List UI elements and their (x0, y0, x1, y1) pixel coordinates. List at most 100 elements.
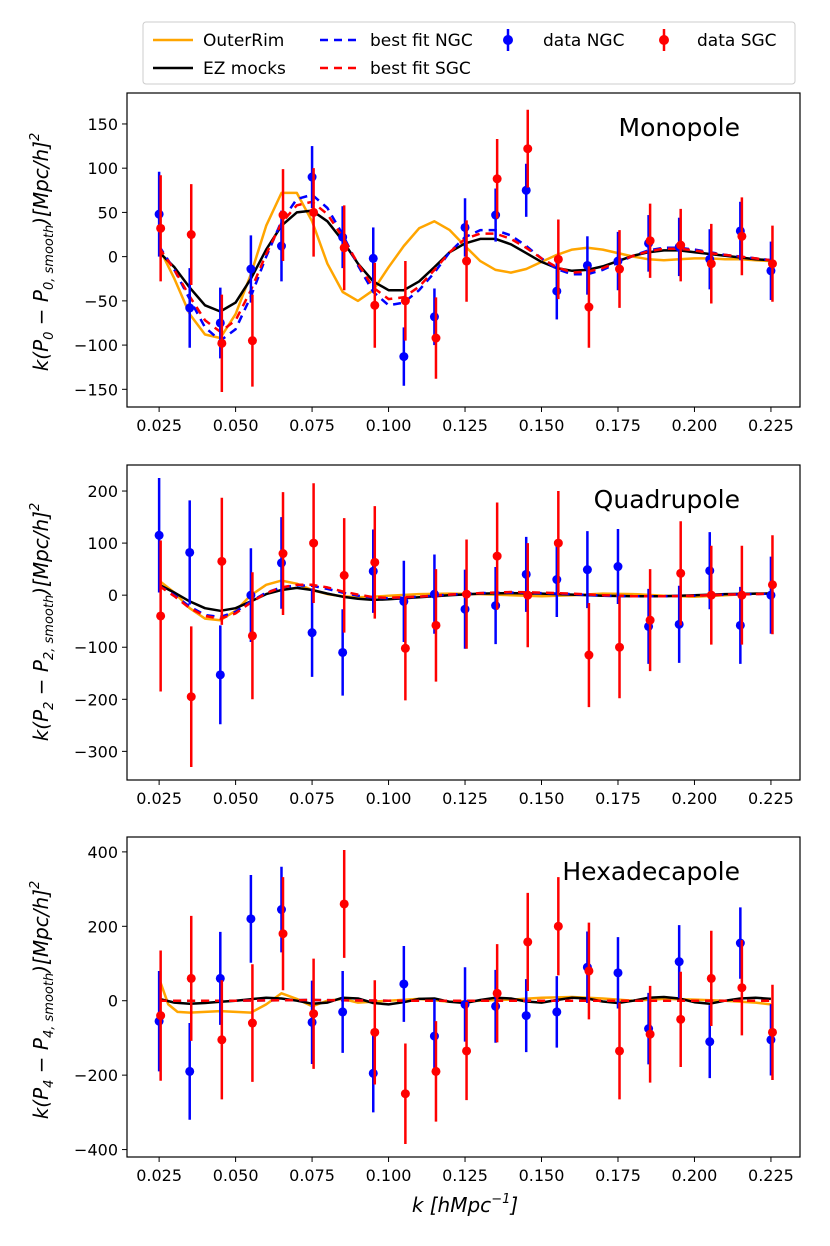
hexadecapole-sgc-point (615, 1046, 625, 1056)
quadrupole-ytick-label: 100 (87, 534, 118, 553)
quadrupole-ylabel: k(P2 − P2, smooth)[Mpc/h]2 (28, 503, 57, 742)
monopole-sgc-point (553, 254, 563, 264)
monopole-ngc-point (154, 209, 164, 219)
monopole-ngc-point (338, 232, 348, 242)
quadrupole-xtick-label: 0.100 (366, 789, 412, 808)
monopole-sgc-point (737, 231, 747, 241)
monopole-ytick-label: 0 (108, 248, 118, 267)
hexadecapole-sgc-point (492, 988, 502, 998)
hexadecapole-sgc-point (309, 1009, 319, 1019)
monopole-xtick-label: 0.125 (442, 416, 488, 435)
monopole-ngc-point (368, 253, 378, 263)
hexadecapole-ngc-point (674, 957, 684, 967)
monopole-data-ngc (154, 146, 776, 386)
monopole-ngc-point (552, 286, 562, 296)
hexadecapole-curve-best-fit-sgc (159, 998, 771, 1002)
monopole-xtick-label: 0.150 (519, 416, 565, 435)
quadrupole-sgc-point (492, 551, 502, 561)
hexadecapole-ngc-point (460, 999, 470, 1009)
hexadecapole-ngc-point (338, 1007, 348, 1017)
quadrupole-axes-frame (126, 464, 801, 781)
hexadecapole-sgc-point (370, 1027, 380, 1037)
hexadecapole-ytick-label: −200 (74, 1066, 118, 1085)
quadrupole-sgc-point (737, 590, 747, 600)
monopole-sgc-point (217, 338, 227, 348)
quadrupole-sgc-point (278, 549, 288, 559)
monopole-xtick-label: 0.225 (748, 416, 794, 435)
monopole-sgc-point (767, 259, 777, 269)
legend-datasgc-marker (659, 35, 669, 45)
hexadecapole-axes-frame (126, 836, 801, 1158)
quadrupole-sgc-point (553, 538, 563, 548)
monopole-ngc-point (460, 222, 470, 232)
hexadecapole-ngc-point (521, 1011, 531, 1021)
hexadecapole-xtick-label: 0.150 (519, 1166, 565, 1185)
hexadecapole-xtick-label: 0.200 (672, 1166, 718, 1185)
monopole-sgc-point (645, 236, 655, 246)
monopole-sgc-point (247, 336, 257, 346)
hexadecapole-ngc-point (399, 979, 409, 989)
monopole-sgc-point (584, 302, 594, 312)
monopole-ytick-label: 100 (87, 159, 118, 178)
quadrupole-ngc-point (399, 596, 409, 606)
monopole-ngc-point (276, 241, 286, 251)
quadrupole-ytick-label: 200 (87, 482, 118, 501)
quadrupole-sgc-point (217, 556, 227, 566)
quadrupole-sgc-point (462, 589, 472, 599)
hexadecapole-sgc-point (186, 973, 196, 983)
quadrupole-sgc-point (767, 580, 777, 590)
quadrupole-sgc-point (645, 615, 655, 625)
hexadecapole-sgc-point (676, 1014, 686, 1024)
quadrupole-ngc-point (368, 566, 378, 576)
monopole-sgc-point (492, 174, 502, 184)
quadrupole-ngc-point (552, 575, 562, 585)
monopole-sgc-point (156, 223, 166, 233)
quadrupole-ngc-point (521, 569, 531, 579)
hexadecapole-xtick-label: 0.225 (748, 1166, 794, 1185)
hexadecapole-sgc-point (767, 1027, 777, 1037)
quadrupole-ngc-point (582, 565, 592, 575)
hexadecapole-sgc-point (156, 1011, 166, 1021)
quadrupole-ngc-point (215, 670, 225, 680)
quadrupole-ngc-point (338, 647, 348, 657)
quadrupole-panel: −300 −200 −100 0 100 200 0.025 0.050 0.075 0.100 0… (74, 464, 801, 808)
hexadecapole-ngc-point (429, 1031, 439, 1041)
monopole-sgc-point (676, 240, 686, 250)
hexadecapole-ytick-label: 0 (108, 992, 118, 1011)
hexadecapole-sgc-point (247, 1018, 257, 1028)
hexadecapole-sgc-point (584, 966, 594, 976)
quadrupole-xtick-label: 0.225 (748, 789, 794, 808)
quadrupole-ngc-point (460, 604, 470, 614)
legend: OuterRim EZ mocks best fit NGC best fit … (142, 21, 796, 85)
quadrupole-ngc-point (766, 590, 776, 600)
monopole-ytick-label: 50 (98, 203, 118, 222)
hexadecapole-ytick-label: 200 (87, 917, 118, 936)
monopole-panel: −150 −100 −50 0 50 100 150 0.025 0.050 0.075 0.100… (74, 92, 801, 435)
monopole-sgc-point (706, 259, 716, 269)
monopole-xtick-label: 0.075 (289, 416, 335, 435)
hexadecapole-sgc-point (645, 1029, 655, 1039)
hexadecapole-sgc-point (523, 937, 533, 947)
quadrupole-ngc-point (735, 620, 745, 630)
hexadecapole-ngc-point (246, 914, 256, 924)
legend-ezmocks-label: EZ mocks (203, 59, 286, 79)
quadrupole-xtick-label: 0.175 (595, 789, 641, 808)
monopole-ngc-point (246, 264, 256, 274)
monopole-sgc-point (615, 264, 625, 274)
monopole-ytick-label: −50 (84, 292, 118, 311)
hexadecapole-ngc-point (185, 1066, 195, 1076)
legend-datangc-marker (503, 35, 513, 45)
hexadecapole-ngc-point (307, 1017, 317, 1027)
hexadecapole-ngc-point (491, 1001, 501, 1011)
legend-frame (142, 21, 796, 85)
monopole-ngc-point (185, 303, 195, 313)
hexadecapole-xtick-label: 0.125 (442, 1166, 488, 1185)
monopole-sgc-point (278, 210, 288, 220)
quadrupole-ngc-point (185, 547, 195, 557)
hexadecapole-ytick-label: 400 (87, 843, 118, 862)
hexadecapole-ngc-point (552, 1007, 562, 1017)
quadrupole-ngc-point (276, 558, 286, 568)
hexadecapole-ngc-point (215, 973, 225, 983)
hexadecapole-sgc-point (706, 973, 716, 983)
